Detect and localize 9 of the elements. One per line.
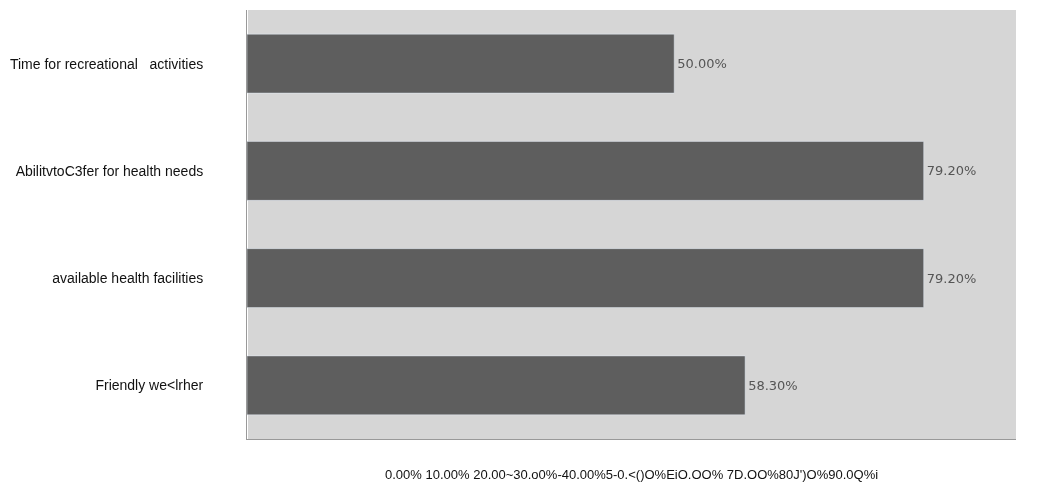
text: 0.00% 10.00% 20.00~30.o0%-40.00%5-0.<()O%EiO.OO% 7D.OO%80J')O%90.0Q%i (385, 467, 879, 482)
data-label: 50.00% (677, 56, 727, 72)
data-label: 79.20% (926, 163, 977, 179)
y-tick-label: Friendly we<lrher (95, 377, 204, 394)
data-label: 58.30% (748, 377, 798, 393)
y-tick-label: Time for recreational activities (9, 55, 204, 72)
y-tick-label: available health facilities (52, 270, 204, 287)
data-label: 79.20% (926, 270, 977, 286)
y-tick-label: AbilitvtoC3fer for health needs (15, 162, 204, 179)
